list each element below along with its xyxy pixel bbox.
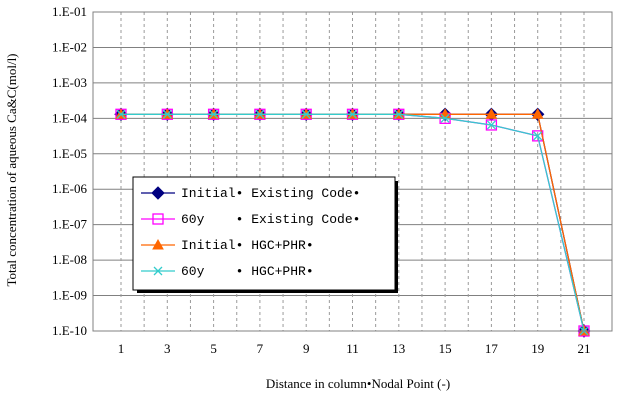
y-axis: 1.E-01 1.E-02 1.E-03 1.E-04 1.E-05 1.E-06 1.E-… xyxy=(52,4,88,338)
legend-label: 60y • HGC+PHR• xyxy=(181,264,314,279)
data-point xyxy=(301,109,311,119)
plot-frame xyxy=(92,11,613,332)
data-point xyxy=(440,113,450,123)
legend-label: Initial• Existing Code• xyxy=(181,186,360,201)
y-tick-label: 1.E-06 xyxy=(52,181,88,196)
x-tick-label: 13 xyxy=(392,341,405,356)
data-point xyxy=(348,109,357,119)
data-point xyxy=(209,109,219,119)
y-tick-label: 1.E-02 xyxy=(52,39,87,54)
x-tick-label: 21 xyxy=(578,341,591,356)
y-tick-label: 1.E-09 xyxy=(52,288,87,303)
data-point xyxy=(485,108,498,119)
legend: Initial• Existing Code• 60y • Existing Co… xyxy=(132,176,398,293)
x-tick-label: 3 xyxy=(164,341,171,356)
x-axis: 1 3 5 7 9 11 13 15 17 19 21 xyxy=(118,341,591,356)
x-tick-label: 19 xyxy=(531,341,544,356)
x-tick-label: 5 xyxy=(210,341,217,356)
x-tick-label: 9 xyxy=(303,341,310,356)
legend-swatch-marker xyxy=(151,186,165,200)
y-tick-label: 1.E-03 xyxy=(52,75,87,90)
legend-swatch-marker xyxy=(153,266,163,276)
legend-shadow xyxy=(395,181,398,293)
data-point xyxy=(394,109,404,119)
data-point xyxy=(485,119,498,131)
y-tick-label: 1.E-08 xyxy=(52,252,87,267)
legend-item: Initial• HGC+PHR• xyxy=(141,238,314,253)
legend-label: 60y • Existing Code• xyxy=(181,212,360,227)
x-tick-label: 15 xyxy=(439,341,452,356)
data-point xyxy=(533,131,543,141)
y-tick-label: 1.E-04 xyxy=(52,110,88,125)
y-axis-title: Total concentration of aqueous Ca&C(mol/… xyxy=(4,53,19,286)
y-tick-label: 1.E-01 xyxy=(52,4,87,19)
legend-label: Initial• HGC+PHR• xyxy=(181,238,314,253)
legend-item: 60y • HGC+PHR• xyxy=(141,264,314,279)
series-layer xyxy=(114,107,591,338)
data-point xyxy=(255,109,265,119)
data-point xyxy=(531,108,544,119)
data-point xyxy=(486,120,496,130)
legend-shadow-bottom xyxy=(137,290,398,293)
x-tick-label: 1 xyxy=(118,341,125,356)
legend-swatch-marker xyxy=(152,238,164,250)
x-tick-label: 7 xyxy=(257,341,264,356)
x-tick-label: 17 xyxy=(485,341,499,356)
legend-item: 60y • Existing Code• xyxy=(141,212,360,227)
legend-item: Initial• Existing Code• xyxy=(141,186,360,201)
data-point xyxy=(162,109,172,119)
y-tick-label: 1.E-07 xyxy=(52,217,88,232)
data-point xyxy=(116,109,126,119)
series-4 xyxy=(116,109,589,336)
legend-box xyxy=(132,176,396,291)
x-tick-label: 11 xyxy=(346,341,359,356)
x-axis-title: Distance in column•Nodal Point (-) xyxy=(266,376,450,391)
legend-swatch-marker xyxy=(152,213,164,225)
y-tick-label: 1.E-10 xyxy=(52,323,87,338)
y-tick-label: 1.E-05 xyxy=(52,146,87,161)
